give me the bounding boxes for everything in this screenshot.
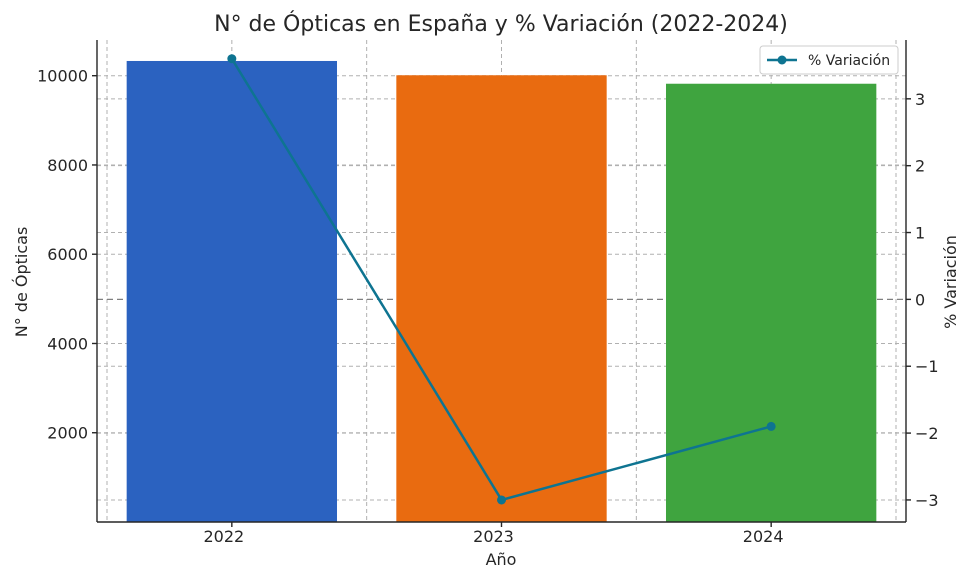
legend-box (759, 45, 899, 75)
y2-tick-label: 3 (915, 90, 925, 109)
legend: % Variación (759, 45, 899, 75)
bars (126, 60, 877, 523)
x-tick-label-2023: 2023 (473, 527, 514, 546)
axes (92, 40, 911, 527)
variation-point-2024 (766, 421, 776, 431)
y2-tick-label: 2 (915, 157, 925, 176)
y2-tick-label: 1 (915, 224, 925, 243)
legend-label: % Variación (808, 53, 890, 69)
variation-point-2022 (227, 54, 237, 64)
y2-tick-label: −1 (915, 357, 939, 376)
bar-2023 (396, 75, 607, 522)
bar-2024 (665, 83, 877, 523)
tick-labels: 2000 4000 6000 8000 10000 3 2 1 0 −1 −2 −3 2022 2023 2… (37, 67, 939, 546)
x-tick-label-2024: 2024 (743, 527, 784, 546)
y-axis-label: N° de Ópticas (12, 227, 31, 338)
y-tick-label: 2000 (47, 424, 88, 443)
y-tick-label: 6000 (47, 245, 88, 264)
y-tick-label: 8000 (47, 156, 88, 175)
variation-line (227, 54, 776, 505)
chart-title: N° de Ópticas en España y % Variación (2… (214, 11, 788, 37)
legend-marker-swatch (777, 55, 787, 65)
y-tick-label: 10000 (37, 67, 88, 86)
y2-tick-label: 0 (915, 290, 925, 309)
y-tick-label: 4000 (47, 334, 88, 353)
x-axis-label: Año (486, 550, 517, 569)
y2-tick-label: −3 (915, 491, 939, 510)
y2-tick-label: −2 (915, 424, 939, 443)
variation-point-2023 (497, 495, 506, 505)
x-tick-label-2022: 2022 (203, 527, 244, 546)
bar-2022 (126, 60, 338, 523)
y2-axis-label: % Variación (941, 235, 960, 329)
